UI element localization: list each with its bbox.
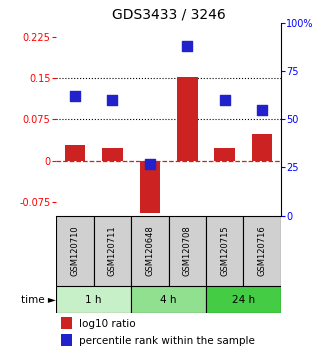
Text: percentile rank within the sample: percentile rank within the sample <box>79 336 255 346</box>
Point <box>110 97 115 103</box>
Bar <box>214 148 235 161</box>
Text: GSM120711: GSM120711 <box>108 225 117 276</box>
Point <box>185 43 190 49</box>
Text: GSM120710: GSM120710 <box>70 225 79 276</box>
Bar <box>243 216 281 286</box>
Text: GSM120715: GSM120715 <box>220 225 229 276</box>
Bar <box>177 77 197 161</box>
Bar <box>102 148 123 161</box>
Title: GDS3433 / 3246: GDS3433 / 3246 <box>112 8 225 22</box>
Text: GSM120648: GSM120648 <box>145 225 154 276</box>
Bar <box>206 216 243 286</box>
Bar <box>61 317 72 329</box>
Bar <box>94 216 131 286</box>
Text: time ►: time ► <box>21 295 56 305</box>
Bar <box>206 286 281 313</box>
Bar <box>56 216 94 286</box>
Text: GSM120708: GSM120708 <box>183 225 192 276</box>
Bar <box>131 286 206 313</box>
Point <box>72 93 77 99</box>
Bar <box>252 134 273 161</box>
Point <box>147 161 152 166</box>
Text: 4 h: 4 h <box>160 295 177 305</box>
Point <box>260 107 265 113</box>
Text: GSM120716: GSM120716 <box>258 225 267 276</box>
Bar <box>65 145 85 161</box>
Bar <box>131 216 169 286</box>
Text: 24 h: 24 h <box>232 295 255 305</box>
Bar <box>169 216 206 286</box>
Bar <box>56 286 131 313</box>
Bar <box>61 334 72 346</box>
Text: 1 h: 1 h <box>85 295 102 305</box>
Bar <box>140 161 160 213</box>
Text: log10 ratio: log10 ratio <box>79 319 135 329</box>
Point <box>222 97 227 103</box>
